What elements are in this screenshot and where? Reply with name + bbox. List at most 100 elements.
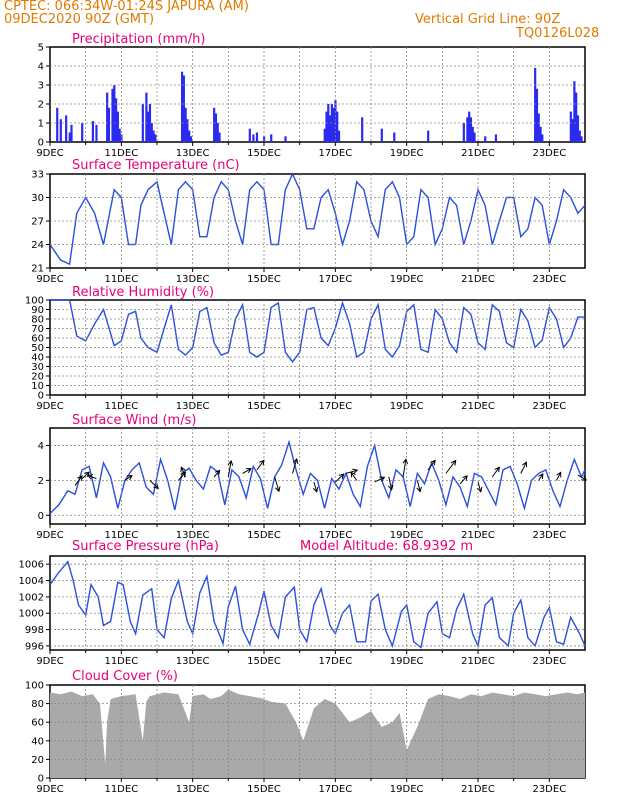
ytick-label: 33: [31, 170, 44, 181]
xtick-label: 13DEC: [176, 656, 210, 667]
precip-bar-62: [537, 113, 540, 142]
xtick-label: 15DEC: [247, 148, 281, 159]
ytick-label: 21: [31, 264, 44, 275]
panel-wind: 0 2 4 9DEC 11DEC 13DEC 15DEC 17DEC 19DEC 21DEC 23D…: [36, 413, 588, 541]
xtick-label: 15DEC: [247, 656, 281, 667]
xtick-label: 9DEC: [36, 530, 63, 541]
wind-arrowhead-7: [214, 469, 221, 476]
precip-bar-45: [334, 100, 337, 142]
ytick-label: 24: [31, 240, 44, 251]
xtick-label: 17DEC: [318, 656, 352, 667]
xtick-label: 23DEC: [532, 530, 566, 541]
precip-bar-69: [576, 115, 580, 142]
wind-arrowhead-25: [494, 466, 500, 473]
wind-arrow-21: [427, 459, 436, 471]
xtick-label: 21DEC: [461, 656, 495, 667]
wind-arrowhead-4: [153, 483, 160, 490]
xtick-label: 23DEC: [532, 148, 566, 159]
ytick-label: 30: [31, 362, 44, 373]
precip-bar-28: [189, 136, 193, 142]
wind-arrowhead-10: [259, 459, 265, 466]
precip-bar-32: [218, 132, 221, 142]
ytick-label: 2: [38, 476, 44, 487]
precip-bar-18: [147, 111, 150, 142]
ytick-label: 2: [38, 100, 44, 111]
precip-bar-35: [255, 132, 259, 142]
xtick-label: 19DEC: [390, 656, 424, 667]
precip-bar-60: [534, 67, 537, 142]
grid-line-note: Vertical Grid Line: 90Z: [415, 12, 561, 27]
xtick-label: 23DEC: [532, 401, 566, 412]
precip-bar-56: [471, 126, 474, 142]
wind-arrowhead-6: [180, 466, 186, 473]
precip-bar-30: [214, 113, 218, 142]
xtick-label: 9DEC: [36, 274, 63, 285]
precip-bar-15: [120, 134, 123, 142]
xtick-label: 19DEC: [390, 784, 424, 795]
precip-bar-29: [213, 107, 216, 142]
precip-bar-53: [466, 117, 469, 142]
ytick-label: 998: [25, 625, 44, 636]
ytick-label: 5: [38, 43, 44, 54]
wind-arrow-15: [345, 469, 358, 474]
wind-arrowhead-17: [379, 476, 386, 482]
wind-arrow-8: [227, 460, 232, 477]
wind-arrowhead-16: [350, 471, 356, 478]
xtick-label: 11DEC: [104, 274, 138, 285]
precip-bar-40: [325, 111, 328, 142]
xtick-label: 11DEC: [104, 401, 138, 412]
precip-bar-44: [332, 107, 335, 142]
wind-arrow-16: [350, 472, 358, 481]
xtick-label: 9DEC: [36, 656, 63, 667]
precip-bar-39: [323, 128, 326, 142]
ytick-label: 30: [31, 193, 44, 204]
precip-bar-24: [182, 75, 185, 142]
wind-arrowhead-27: [538, 473, 544, 479]
precip-bar-6: [91, 121, 94, 142]
wind-arrow-9: [242, 468, 252, 474]
precip-bar-3: [68, 132, 71, 142]
plot-frame: [49, 46, 586, 143]
xtick-label: 21DEC: [461, 784, 495, 795]
wind-arrow-0: [74, 475, 83, 486]
precip-bar-17: [145, 92, 148, 142]
product-code: TQ0126L028: [516, 26, 600, 41]
precip-bar-8: [106, 92, 109, 142]
wind-arrowhead-29: [581, 475, 588, 481]
ytick-label: 80: [31, 315, 44, 326]
wind-arrow-19: [402, 459, 407, 477]
precip-bar-4: [70, 124, 73, 142]
xtick-label: 21DEC: [461, 530, 495, 541]
xtick-label: 19DEC: [390, 148, 424, 159]
ytick-label: 50: [31, 343, 44, 354]
precip-bar-7: [95, 124, 98, 142]
wind-arrow-20: [416, 480, 421, 492]
precip-bar-63: [539, 126, 542, 142]
precip-bar-26: [186, 119, 189, 142]
precip-bar-20: [150, 123, 153, 142]
xtick-label: 11DEC: [104, 784, 138, 795]
pres-subtitle: Model Altitude: 68.9392 m: [300, 539, 473, 554]
ytick-label: 60: [31, 334, 44, 345]
precip-bar-1: [59, 119, 62, 142]
wind-arrow-28: [556, 472, 562, 481]
xtick-label: 21DEC: [461, 401, 495, 412]
panel-temp: 21 24 27 30 33 9DEC 11DEC 13DEC 15DEC 17DEC 19DEC 2…: [31, 158, 586, 285]
precip-bar-52: [462, 123, 465, 142]
wind-arrowhead-2: [86, 474, 93, 480]
precip-bar-33: [248, 128, 251, 142]
wind-arrow-17: [374, 476, 385, 483]
panel-pres: 996 998 1000 1002 1004 1006 9DEC 11DEC 13DEC 15DE…: [19, 539, 586, 667]
precip-bar-49: [380, 128, 383, 142]
ytick-label: 27: [31, 217, 44, 228]
ytick-label: 996: [25, 641, 44, 652]
rh-series-line: [50, 299, 585, 363]
wind-arrow-29: [577, 474, 587, 481]
precip-bar-19: [148, 104, 152, 142]
wind-arrowhead-19: [402, 458, 409, 465]
wind-arrow-6: [180, 467, 186, 478]
precip-bar-47: [337, 130, 341, 142]
precip-bar-10: [111, 88, 114, 142]
